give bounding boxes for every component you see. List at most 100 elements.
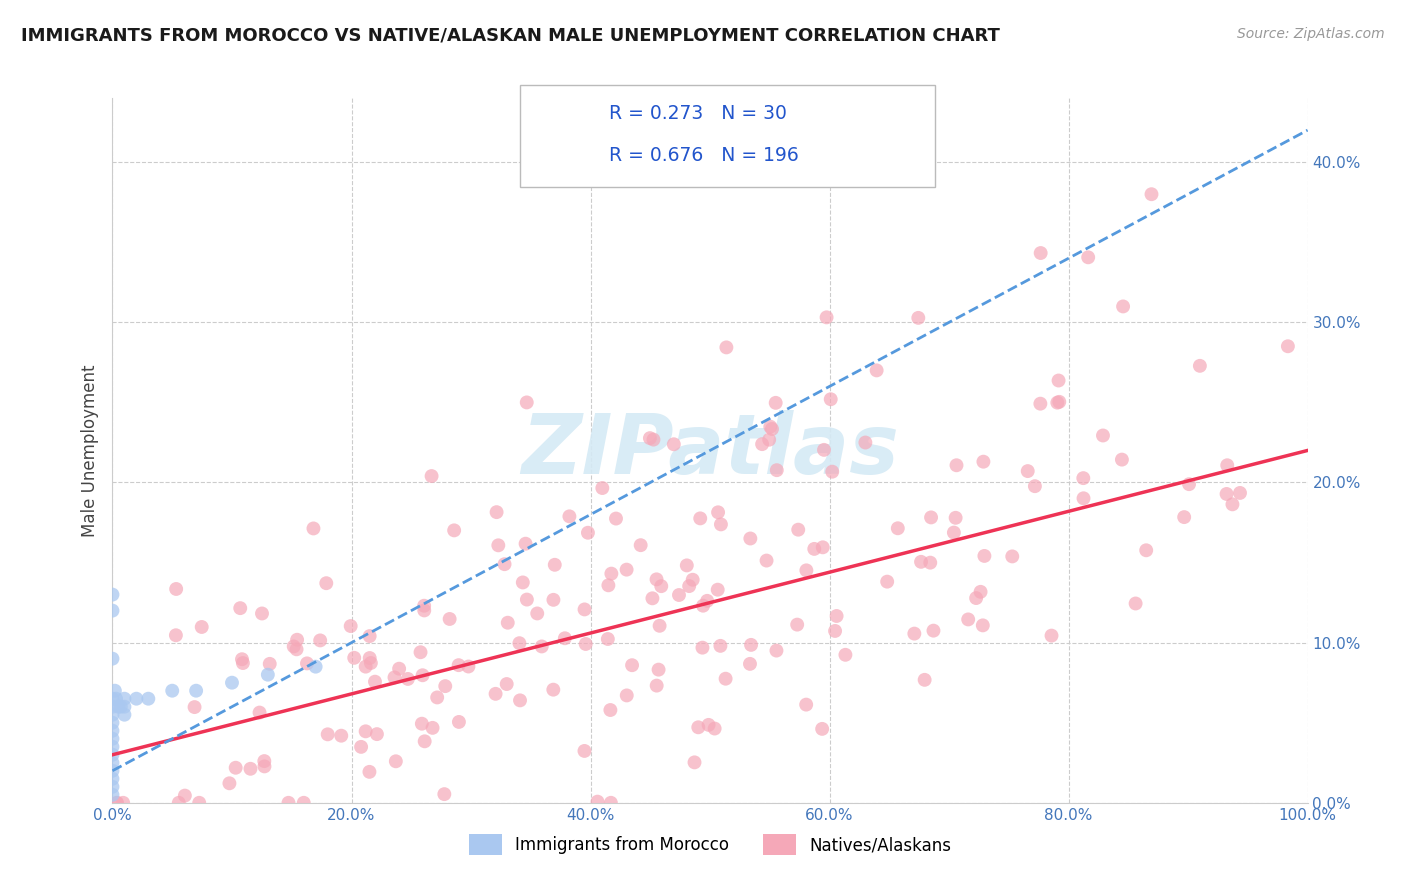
Point xyxy=(1112,300,1135,314)
Legend: Immigrants from Morocco, Natives/Alaskans: Immigrants from Morocco, Natives/Alaskan… xyxy=(463,828,957,862)
Point xyxy=(516,395,538,409)
Point xyxy=(162,683,183,698)
Point xyxy=(422,721,444,735)
Point xyxy=(101,788,124,802)
Point xyxy=(544,558,567,572)
Point xyxy=(229,601,252,615)
Point xyxy=(803,541,825,556)
Point xyxy=(710,517,733,532)
Point xyxy=(1125,597,1147,611)
Point xyxy=(543,682,565,697)
Point xyxy=(101,764,124,778)
Point xyxy=(1173,510,1195,524)
Point xyxy=(439,612,461,626)
Point xyxy=(574,744,596,758)
Point xyxy=(668,588,690,602)
Point xyxy=(101,731,124,746)
Point xyxy=(330,729,353,743)
Point xyxy=(486,538,509,552)
Text: ZIPatlas: ZIPatlas xyxy=(522,410,898,491)
Point xyxy=(761,422,783,436)
Point xyxy=(526,607,548,621)
Point xyxy=(165,582,187,596)
Point xyxy=(605,511,627,525)
Point xyxy=(1216,458,1239,473)
Point xyxy=(443,524,465,538)
Point xyxy=(412,668,434,682)
Point xyxy=(575,637,598,651)
Point xyxy=(1017,464,1039,478)
Point xyxy=(354,659,377,673)
Point xyxy=(598,578,620,592)
Point xyxy=(1178,477,1201,491)
Point xyxy=(866,363,889,377)
Point xyxy=(965,591,987,605)
Point xyxy=(249,706,271,720)
Point xyxy=(794,698,817,712)
Point xyxy=(796,563,818,577)
Point xyxy=(759,419,782,434)
Point xyxy=(821,465,844,479)
Point xyxy=(101,691,124,706)
Point xyxy=(751,437,773,451)
Point xyxy=(484,687,506,701)
Point xyxy=(765,463,787,477)
Point xyxy=(738,657,761,671)
Point xyxy=(112,796,135,810)
Point xyxy=(755,553,778,567)
Point xyxy=(678,579,700,593)
Point xyxy=(787,523,810,537)
Point xyxy=(1047,394,1070,409)
Point xyxy=(645,679,668,693)
Point xyxy=(101,604,124,618)
Point xyxy=(1077,250,1099,264)
Point xyxy=(1140,187,1163,202)
Point xyxy=(554,632,576,646)
Point xyxy=(650,579,672,593)
Point xyxy=(1071,471,1094,485)
Point xyxy=(969,584,991,599)
Point xyxy=(1229,486,1251,500)
Point xyxy=(411,716,433,731)
Point xyxy=(600,566,623,581)
Point xyxy=(104,683,127,698)
Point xyxy=(596,632,619,646)
Point xyxy=(231,652,253,666)
Point xyxy=(101,707,124,722)
Point xyxy=(558,509,581,524)
Point xyxy=(1024,479,1046,493)
Point xyxy=(360,656,382,670)
Y-axis label: Male Unemployment: Male Unemployment xyxy=(80,364,98,537)
Point xyxy=(105,691,128,706)
Point xyxy=(190,620,212,634)
Point xyxy=(887,521,910,535)
Point xyxy=(173,789,195,803)
Point xyxy=(485,505,508,519)
Point xyxy=(413,603,436,617)
Point xyxy=(396,672,419,686)
Point xyxy=(853,435,876,450)
Point xyxy=(599,796,621,810)
Point xyxy=(114,691,135,706)
Point xyxy=(945,458,967,473)
Point xyxy=(138,691,160,706)
Point xyxy=(765,643,787,657)
Point xyxy=(630,538,652,552)
Point xyxy=(621,658,644,673)
Point xyxy=(920,510,942,524)
Point xyxy=(1111,452,1133,467)
Point xyxy=(292,796,315,810)
Point xyxy=(494,557,516,571)
Text: R = 0.273   N = 30: R = 0.273 N = 30 xyxy=(609,104,787,123)
Point xyxy=(1001,549,1024,564)
Point xyxy=(697,718,720,732)
Point xyxy=(972,455,994,469)
Point xyxy=(957,612,980,626)
Point xyxy=(218,776,240,790)
Point xyxy=(758,433,780,447)
Point xyxy=(692,599,714,613)
Point xyxy=(413,734,436,748)
Point xyxy=(384,670,406,684)
Point xyxy=(643,433,665,447)
Point xyxy=(388,662,411,676)
